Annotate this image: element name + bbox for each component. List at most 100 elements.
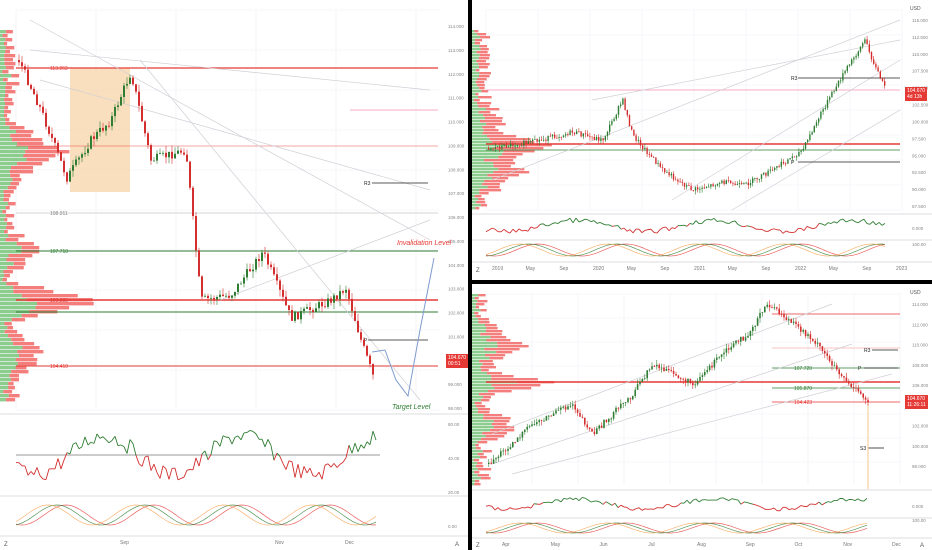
x-tick-label: 2022 — [795, 266, 806, 272]
oscillator-segment — [851, 219, 856, 222]
profile-bar-buy — [0, 58, 5, 62]
oscillator-segment — [854, 498, 859, 501]
candle-body — [756, 177, 758, 180]
candle-body — [675, 373, 677, 376]
profile-bar-buy — [472, 447, 477, 450]
candle-body — [706, 369, 708, 372]
candle-body — [862, 393, 864, 398]
candle-body — [231, 295, 233, 298]
candle-body — [813, 125, 815, 133]
oscillator-segment — [836, 498, 841, 501]
price-axis[interactable]: 115.000112.500110.000107.500105.000102.5… — [912, 18, 929, 247]
layout-separator-horizontal[interactable] — [472, 280, 932, 284]
candle-body — [802, 148, 804, 151]
candle-body — [576, 131, 578, 134]
candle-body — [651, 366, 653, 370]
candle-body — [857, 388, 860, 392]
profile-bar-sell — [478, 198, 485, 201]
candle-body — [569, 405, 572, 407]
time-axis[interactable]: 2019 May Sep 2020 May Sep 2021 May Sep 2022 May Sep… — [492, 266, 907, 272]
chart-left-canvas[interactable]: R3 P 113.263 108.911 107.710 105.835 104… — [0, 0, 468, 550]
candle-body — [730, 347, 732, 350]
chart-pane-left[interactable]: R3 P 113.263 108.911 107.710 105.835 104… — [0, 0, 468, 550]
timezone-icon[interactable]: Z — [476, 268, 480, 274]
profile-bar-buy — [472, 135, 488, 138]
profile-bar-sell — [474, 195, 482, 198]
profile-bar-buy — [472, 63, 479, 66]
candle-body — [532, 139, 534, 141]
profile-bar-sell — [3, 194, 11, 198]
oscillator-segment — [243, 432, 248, 434]
oscillator-segment — [881, 222, 886, 226]
oscillator-segment — [599, 222, 604, 225]
profile-bar-sell — [37, 302, 94, 306]
profile-bar-sell — [502, 153, 523, 156]
chart-tr-canvas[interactable]: R3 P 115.000112.500110.000107.500105.000… — [472, 0, 932, 280]
candle-body — [804, 330, 807, 337]
y-tick-label: 111.000 — [448, 96, 464, 101]
price-axis[interactable]: 114.000 113.000 112.000 111.000 110.000 109.0… — [448, 24, 465, 529]
oscillator-segment — [174, 467, 179, 480]
candle-body — [826, 99, 829, 108]
stoch-line — [15, 504, 377, 526]
timezone-icon[interactable]: Z — [4, 542, 8, 548]
candle-body — [752, 326, 754, 332]
oscillator-segment — [195, 457, 200, 467]
oscillator-segment — [318, 471, 323, 480]
oscillator-segment — [623, 506, 628, 508]
timezone-icon[interactable]: Z — [476, 543, 480, 549]
candle-body — [51, 133, 53, 139]
candle-body — [591, 428, 593, 432]
profile-bar-buy — [472, 414, 484, 417]
profile-bar-buy — [472, 51, 477, 54]
profile-bar-sell — [481, 90, 489, 93]
candle-body — [596, 428, 598, 434]
profile-bar-buy — [0, 82, 7, 86]
x-tick-label: Aug — [697, 542, 706, 548]
trend-line-3 — [511, 373, 893, 475]
oscillator-segment — [123, 446, 128, 454]
chart-pane-bottom-right[interactable]: R3 P S3 107.720 105.870 104.423 114.000 1… — [472, 284, 932, 550]
candle-body — [867, 399, 869, 403]
profile-bar-buy — [472, 174, 488, 177]
oscillator-segment — [659, 227, 664, 230]
candle-body — [108, 125, 110, 127]
profile-bar-buy — [472, 369, 482, 372]
candle-body — [686, 185, 688, 187]
oscillator-segment — [539, 502, 544, 505]
profile-bar-buy — [472, 300, 478, 303]
candle-body — [538, 139, 540, 142]
x-tick-label: May — [627, 266, 637, 272]
candle-body — [644, 378, 646, 380]
candle-body — [778, 308, 780, 315]
oscillator-segment — [674, 505, 679, 508]
oscillator-segment — [773, 228, 778, 231]
candle-body — [666, 172, 668, 173]
x-tick-label: Sep — [746, 542, 755, 548]
oscillator-segment — [863, 218, 868, 224]
candle-body — [689, 378, 692, 384]
auto-scale-icon[interactable]: A — [455, 542, 459, 548]
candle-body — [742, 336, 744, 341]
layout-separator-vertical[interactable] — [468, 0, 472, 550]
oscillator-segment — [746, 225, 751, 227]
candle-body — [720, 354, 723, 357]
profile-bar-sell — [518, 144, 552, 147]
candle-body — [132, 77, 134, 85]
candle-body — [714, 185, 716, 187]
profile-bar-buy — [0, 178, 13, 182]
profile-bar-buy — [472, 132, 483, 135]
candle-body — [135, 84, 137, 92]
candle-body — [591, 136, 593, 138]
time-axis[interactable]: Apr May Jun Jul Aug Sep Oct Nov Dec — [502, 542, 901, 548]
profile-bar-sell — [474, 471, 480, 474]
profile-bar-buy — [472, 366, 481, 369]
chart-br-canvas[interactable]: R3 P S3 107.720 105.870 104.423 114.000 1… — [472, 284, 932, 550]
chart-pane-top-right[interactable]: R3 P 115.000112.500110.000107.500105.000… — [472, 0, 932, 280]
auto-scale-icon[interactable]: A — [920, 543, 924, 549]
oscillator-segment — [605, 501, 610, 504]
candle-body — [608, 418, 610, 422]
profile-bar-buy — [472, 465, 476, 468]
candle-body — [48, 126, 50, 134]
current-price-tag: 104.670 11:26:11 — [905, 395, 928, 409]
